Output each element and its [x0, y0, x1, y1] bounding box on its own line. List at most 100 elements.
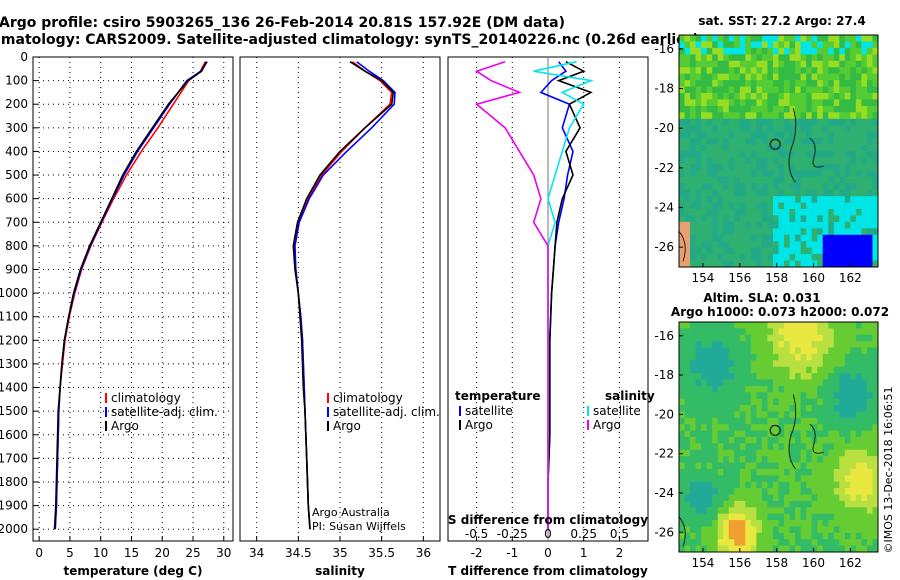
map-cell — [761, 60, 768, 68]
map-cell — [789, 112, 796, 120]
map-cell — [695, 468, 702, 476]
map-cell — [778, 488, 785, 495]
map-cell — [745, 449, 752, 457]
map-cell — [684, 405, 691, 412]
map-cell — [789, 507, 796, 515]
map-cell — [695, 513, 702, 521]
map-cell — [734, 151, 741, 158]
map-cell — [728, 526, 735, 534]
map-cell — [795, 545, 802, 553]
map-cell — [855, 118, 862, 126]
map-cell — [734, 41, 741, 49]
map-cell — [817, 60, 824, 68]
map-cell — [772, 322, 779, 329]
map-cell — [739, 138, 746, 145]
map-cell — [767, 35, 774, 42]
map-cell — [828, 157, 835, 165]
map-cell — [761, 234, 768, 242]
map-cell — [844, 392, 851, 400]
map-cell — [784, 353, 790, 361]
map-cell — [855, 526, 862, 534]
map-cell — [872, 131, 879, 139]
map-cell — [817, 67, 824, 75]
map-cell — [734, 398, 741, 406]
map-cell — [778, 215, 785, 223]
map-cell — [723, 99, 730, 107]
map-cell — [872, 196, 879, 203]
map-cell — [839, 144, 846, 152]
map-cell — [844, 254, 851, 261]
map-cell — [811, 443, 818, 451]
map-cell — [712, 417, 719, 425]
map-cell — [778, 443, 785, 451]
map-cell — [706, 151, 713, 158]
map-cell — [767, 462, 774, 470]
map-cell — [866, 228, 873, 236]
map-cell — [745, 228, 752, 236]
map-cell — [701, 437, 708, 444]
map-cell — [695, 443, 702, 451]
map-cell — [850, 328, 857, 336]
map-cell — [800, 366, 807, 374]
map-cell — [701, 526, 708, 534]
map-cell — [745, 163, 752, 171]
map-cell — [728, 144, 735, 152]
map-cell — [772, 353, 779, 361]
map-cell — [745, 545, 752, 553]
map-cell — [772, 443, 779, 451]
map-cell — [855, 539, 862, 547]
map-cell — [695, 334, 702, 342]
map-cell — [750, 215, 757, 223]
map-cell — [772, 54, 779, 62]
map-cell — [866, 373, 873, 380]
map-cell — [706, 131, 713, 139]
map-cell — [756, 151, 763, 158]
map-cell — [806, 392, 813, 400]
map-cell — [822, 379, 829, 387]
map-cell — [756, 60, 763, 68]
map-cell — [806, 539, 813, 547]
map-cell — [728, 99, 735, 107]
y-tick-label: 600 — [5, 192, 28, 206]
map-cell — [800, 54, 807, 62]
map-cell — [728, 334, 735, 342]
map-cell — [750, 196, 757, 203]
map-cell — [745, 254, 752, 261]
map-cell — [750, 507, 757, 515]
map-cell — [739, 41, 746, 49]
map-cell — [784, 60, 790, 68]
map-cell — [712, 170, 719, 178]
map-cell — [684, 437, 691, 444]
map-cell — [734, 366, 741, 374]
map-cell — [872, 93, 879, 100]
map-cell — [684, 228, 691, 236]
map-cell — [784, 41, 790, 49]
map-cell — [761, 105, 768, 113]
map-cell — [717, 247, 724, 255]
map-cell — [712, 131, 719, 139]
map-cell — [701, 322, 708, 329]
map-cell — [872, 392, 879, 400]
map-cell — [745, 93, 752, 100]
map-cell — [734, 157, 741, 165]
map-cell — [866, 322, 873, 329]
map-cell — [861, 131, 868, 139]
map-cell — [795, 131, 802, 139]
map-cell — [723, 93, 730, 100]
map-cell — [756, 228, 763, 236]
map-cell — [866, 241, 873, 249]
map-cell — [690, 532, 696, 540]
map-cell — [822, 221, 829, 229]
map-cell — [806, 157, 813, 165]
map-cell — [706, 379, 713, 387]
map-cell — [778, 157, 785, 165]
map-cell — [839, 545, 846, 553]
map-cell — [784, 93, 790, 100]
map-cell — [795, 125, 802, 133]
map-cell — [866, 366, 873, 374]
map-cell — [745, 424, 752, 432]
map-cell — [850, 60, 857, 68]
map-cell — [739, 73, 746, 81]
map-cell — [866, 500, 873, 508]
